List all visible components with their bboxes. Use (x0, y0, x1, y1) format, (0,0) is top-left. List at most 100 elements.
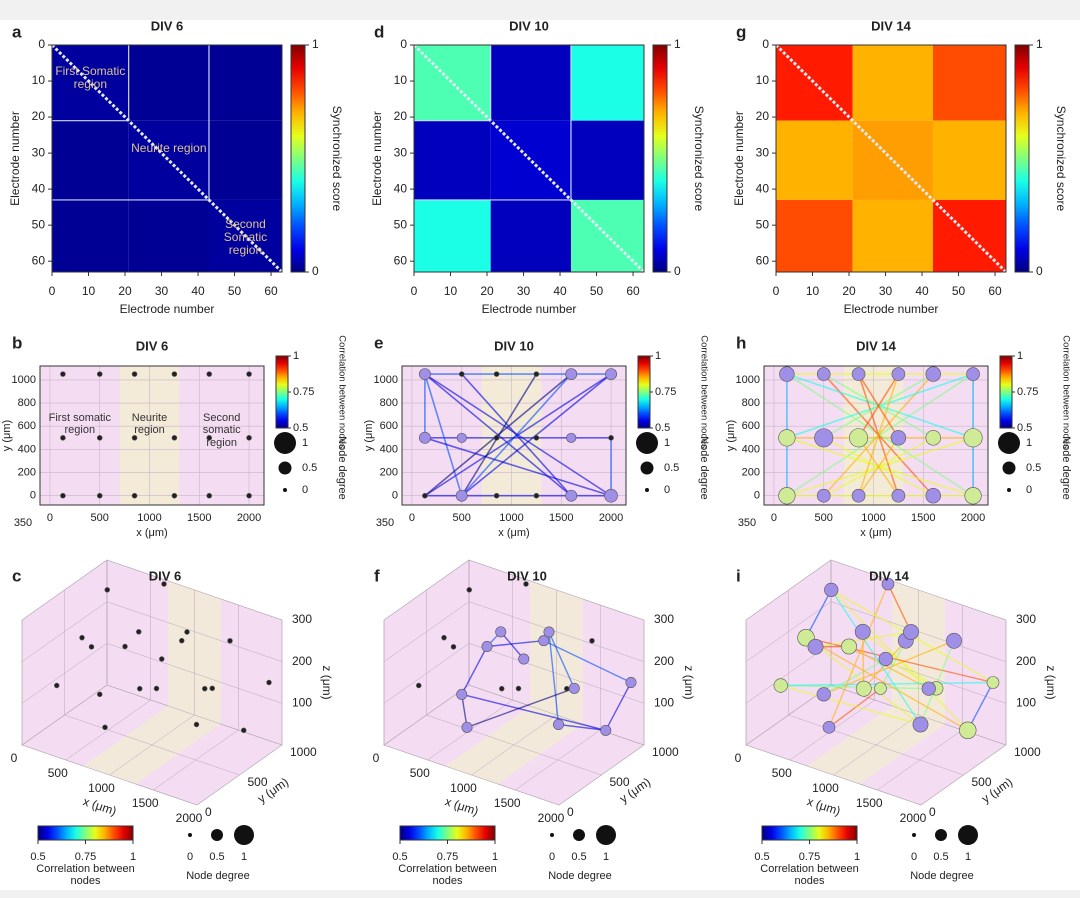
y-tick-label: 0 (762, 37, 769, 51)
node (122, 643, 128, 650)
colorbar-tick-label: 1 (1017, 350, 1023, 362)
node (946, 632, 962, 649)
edge (887, 583, 912, 633)
heatmap-cell (208, 45, 282, 121)
heatmap-cell (128, 45, 209, 121)
colorbar-tick-label: 0.5 (392, 851, 407, 863)
region-label-box: First somatic region (49, 412, 111, 436)
size-legend-label: 0.5 (571, 851, 586, 863)
node (60, 435, 66, 441)
edge (424, 373, 572, 497)
node (600, 724, 612, 736)
node (493, 371, 500, 377)
node (241, 727, 247, 734)
colorbar-tick-label: 0.75 (799, 851, 820, 863)
z-tick-label: 200 (654, 654, 674, 668)
node (422, 492, 428, 499)
node (493, 435, 500, 441)
x-tick-label: 1500 (494, 796, 521, 810)
size-legend-label: 1 (664, 437, 670, 449)
size-legend-label: 0.5 (302, 462, 317, 474)
colorbar-tick-label: 1 (293, 350, 299, 362)
y-tick-label: 10 (756, 73, 770, 87)
size-legend-label: 0.5 (1026, 462, 1041, 474)
heatmap-cell (932, 120, 1006, 200)
y-axis-label: y (μm) (363, 420, 375, 451)
y-tick-label: 600 (18, 420, 36, 432)
edge (862, 631, 865, 689)
y-tick-label: 60 (756, 253, 770, 267)
x-tick-label: 30 (879, 284, 893, 298)
edge (830, 589, 922, 725)
edge (461, 373, 538, 497)
colorbar-label: Synchronized score (330, 106, 344, 212)
size-legend-marker (645, 488, 649, 492)
x-tick-label: 50 (590, 284, 604, 298)
x-tick-label: 20 (842, 284, 856, 298)
plot-frame (763, 365, 989, 506)
x-tick-label: 0 (49, 284, 56, 298)
panel-title: DIV 14 (869, 568, 910, 583)
y-tick-label: 20 (394, 109, 408, 123)
size-legend-label: 1 (965, 851, 971, 863)
size-legend-title: Node degree (336, 436, 348, 500)
node (202, 685, 208, 692)
x-tick-label: 0 (735, 751, 742, 765)
node (538, 635, 550, 647)
top-strip (0, 0, 1080, 20)
y-tick-label: 800 (742, 397, 760, 409)
y-tick-label: 50 (394, 217, 408, 231)
x-tick-label: 1500 (856, 796, 883, 810)
colorbar (1014, 44, 1030, 273)
y-tick-label: 1000 (736, 374, 760, 386)
colorbar-label: Correlation between nodes (1060, 335, 1071, 449)
edge (466, 687, 575, 728)
y-tick-label: 0 (754, 490, 760, 502)
colorbar-label-box: Correlation between nodes (760, 863, 858, 887)
y-tick-label: 400 (18, 443, 36, 455)
y-tick-label: 0 (392, 490, 398, 502)
node (963, 428, 983, 448)
x-tick-label: 1000 (450, 781, 477, 795)
x-tick-label: 10 (806, 284, 820, 298)
node (543, 626, 555, 638)
heatmap-cell (776, 120, 853, 200)
node (461, 721, 473, 733)
y-tick-label: 600 (380, 420, 398, 432)
x-tick-label: 500 (772, 766, 792, 780)
size-legend-label: 0 (187, 851, 193, 863)
x-tick-label: 1500 (132, 796, 159, 810)
node (881, 577, 895, 591)
colorbar-tick-label: 1 (655, 350, 661, 362)
edge (879, 640, 907, 689)
region-label: Neurite region (131, 412, 168, 437)
edge (558, 723, 606, 732)
size-legend-marker (188, 833, 192, 837)
size-legend-marker (1002, 461, 1016, 475)
x-tick-label: 30 (155, 284, 169, 298)
plot-frame (51, 44, 283, 273)
size-legend-label: 1 (603, 851, 609, 863)
y-axis-label: Electrode number (370, 111, 384, 206)
node (455, 489, 468, 502)
node (841, 638, 857, 655)
node (959, 721, 977, 740)
edge (805, 636, 994, 684)
y-tick-label: 1000 (1014, 745, 1041, 759)
y-tick-label: 60 (394, 253, 408, 267)
y-tick-label: 1000 (652, 745, 679, 759)
z-axis-label: z (μm) (682, 665, 696, 699)
grid-line (830, 559, 1007, 621)
panel-letter: i (736, 566, 741, 585)
x-tick-label: 1000 (137, 512, 161, 524)
node (533, 492, 540, 499)
diagonal (50, 43, 284, 274)
colorbar (275, 355, 289, 429)
x-tick-label: 20 (480, 284, 494, 298)
node (891, 488, 906, 503)
node (495, 626, 507, 638)
node (184, 629, 190, 635)
size-legend-marker (573, 829, 585, 841)
region-label: Second somatic region (202, 412, 241, 449)
